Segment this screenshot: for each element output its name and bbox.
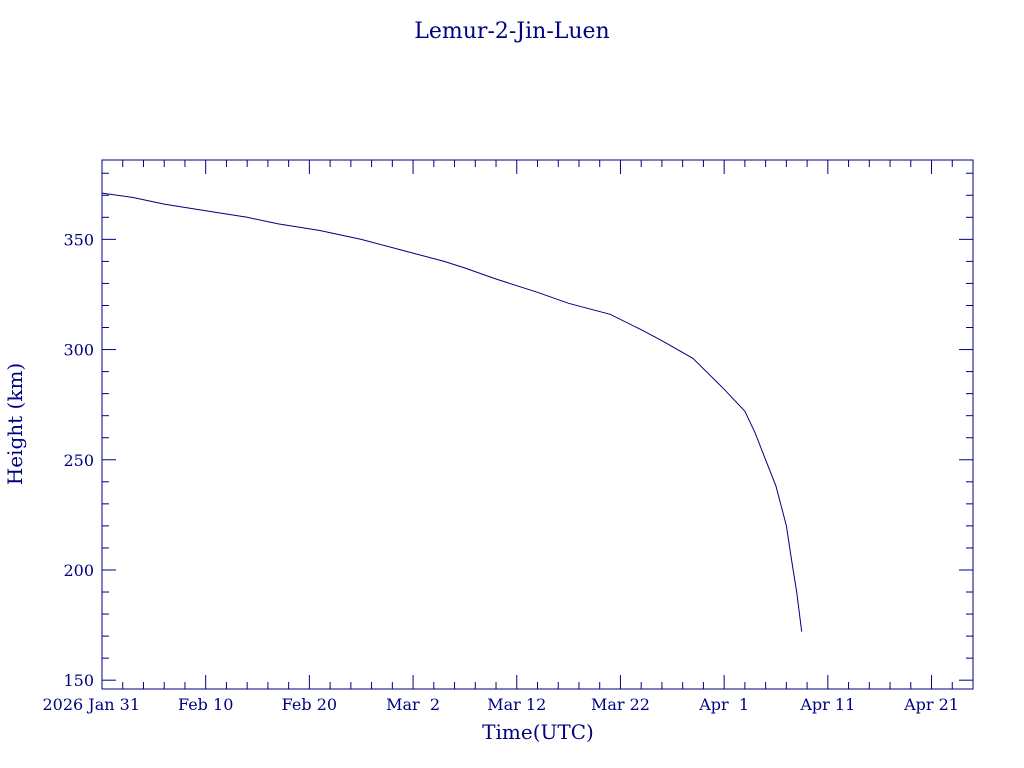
y-axis-ticks: 150 200 250 300 350: [63, 172, 973, 690]
x-tick-label: Apr 1: [698, 695, 749, 714]
y-tick-label: 200: [63, 561, 94, 580]
y-tick-label: 250: [63, 451, 94, 470]
x-tick-label: Mar 2: [386, 695, 440, 714]
x-axis-ticks: 2026 Jan 31 Feb 10 Feb 20 Mar 2 Mar 12 Mar 22…: [42, 160, 974, 714]
series-layer: [101, 192, 803, 632]
y-tick-label: 350: [63, 230, 94, 249]
y-axis-label: Height (km): [3, 363, 27, 485]
height-series-line: [101, 192, 803, 632]
x-tick-label: 2026 Jan 31: [42, 695, 140, 714]
x-tick-label: Apr 11: [799, 695, 855, 714]
plot-frame: [101, 159, 974, 690]
x-tick-label: Mar 12: [487, 695, 546, 714]
x-tick-label: Mar 22: [591, 695, 650, 714]
x-axis-label: Time(UTC): [482, 720, 594, 744]
x-tick-label: Feb 10: [178, 695, 233, 714]
y-tick-label: 150: [63, 671, 94, 690]
x-tick-label: Feb 20: [282, 695, 337, 714]
chart-title: Lemur-2-Jin-Luen: [414, 19, 609, 44]
y-tick-label: 300: [63, 341, 94, 360]
x-tick-label: Apr 21: [903, 695, 959, 714]
